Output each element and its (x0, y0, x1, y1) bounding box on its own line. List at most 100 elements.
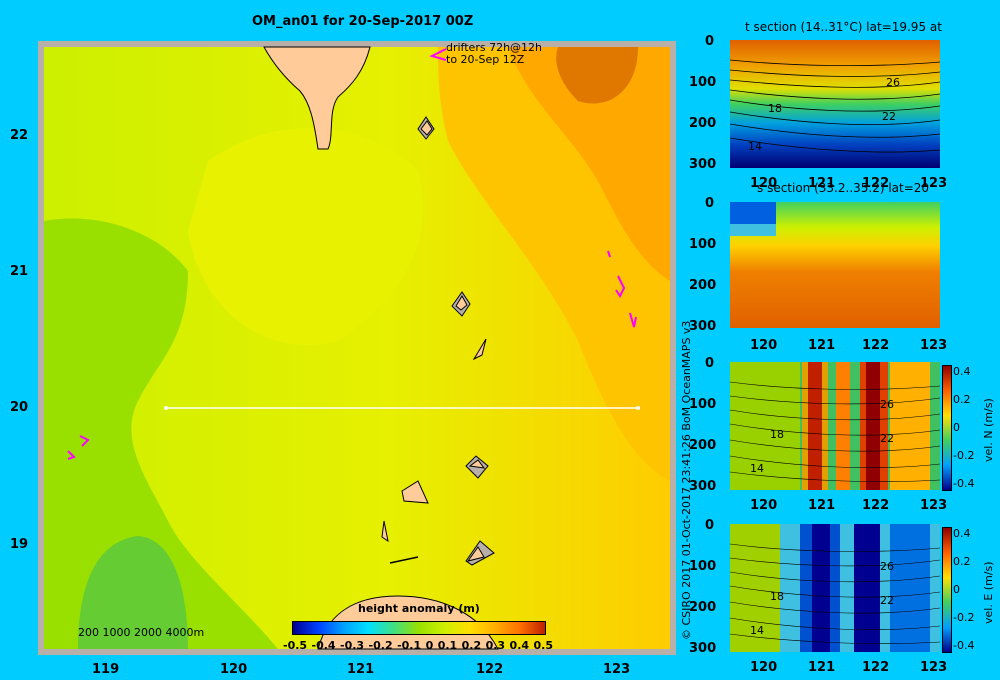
panel-x-tick-label: 122 (862, 338, 890, 353)
temperature-section: 26 18 22 14 (730, 40, 940, 168)
depth-scale: 200 1000 2000 4000m (78, 626, 205, 639)
panel-y-tick-label: 0 (705, 34, 715, 49)
contour-label: 14 (750, 462, 764, 475)
velocity-colorbar-tick: 0.2 (953, 555, 971, 568)
contour-label: 26 (880, 398, 894, 411)
panel-y-tick-label: 200 (689, 116, 717, 131)
colorbar-tick: 0.4 (509, 639, 530, 652)
velocity-colorbar-tick: 0.4 (953, 527, 971, 540)
contour-label: 18 (768, 102, 782, 115)
height-anomaly-colorbar (292, 621, 546, 635)
panel-y-tick-label: 0 (705, 518, 715, 533)
panel-y-tick-label: 300 (689, 157, 717, 172)
panel-y-tick-label: 100 (689, 75, 717, 90)
east-velocity-section: 26 18 22 14 (730, 524, 940, 652)
panel-x-tick-label: 123 (920, 498, 948, 513)
velocity-colorbar-label: vel. N (m/s) (982, 398, 995, 462)
panel-y-tick-label: 300 (689, 641, 717, 656)
panel-x-tick-label: 120 (750, 338, 778, 353)
anomaly-central (188, 128, 424, 345)
panel-title-salinity: s section (33.2..35.2) lat=20 (757, 181, 930, 195)
panel-x-tick-label: 123 (920, 660, 948, 675)
colorbar-tick: 0.3 (485, 639, 506, 652)
x-tick-label: 120 (220, 662, 248, 677)
colorbar-tick: 0 (425, 639, 434, 652)
y-tick-label: 20 (10, 400, 29, 415)
panel-x-tick-label: 122 (862, 176, 890, 191)
panel-y-tick-label: 200 (689, 438, 717, 453)
panel-x-tick-label: 123 (920, 338, 948, 353)
panel-x-tick-label: 120 (750, 176, 778, 191)
north-velocity-colorbar (942, 365, 952, 491)
contour-label: 14 (750, 624, 764, 637)
contour-label: 22 (880, 594, 894, 607)
velocity-colorbar-tick: 0 (953, 583, 960, 596)
velocity-colorbar-tick: 0.4 (953, 365, 971, 378)
main-map (38, 41, 676, 655)
panel-x-tick-label: 120 (750, 498, 778, 513)
panel-x-tick-label: 122 (862, 660, 890, 675)
panel-x-tick-label: 121 (808, 660, 836, 675)
anomaly-ne-max (556, 47, 638, 104)
panel-y-tick-label: 200 (689, 278, 717, 293)
y-tick-label: 19 (10, 537, 29, 552)
anomaly-east-higher (508, 47, 670, 281)
x-tick-label: 121 (347, 662, 375, 677)
colorbar-tick: -0.4 (311, 639, 336, 652)
colorbar-tick: -0.5 (283, 639, 308, 652)
panel-y-tick-label: 100 (689, 397, 717, 412)
colorbar-tick: 0.2 (461, 639, 482, 652)
north-velocity-section: 26 18 22 14 (730, 362, 940, 490)
contour-label: 22 (880, 432, 894, 445)
y-tick-label: 22 (10, 128, 29, 143)
panel-x-tick-label: 121 (808, 498, 836, 513)
panel-x-tick-label: 121 (808, 176, 836, 191)
panel-x-tick-label: 122 (862, 498, 890, 513)
velocity-colorbar-label: vel. E (m/s) (982, 561, 995, 624)
drifter-tracks (67, 48, 637, 460)
panel-x-tick-label: 120 (750, 660, 778, 675)
contour-label: 26 (886, 76, 900, 89)
colorbar-tick: 0.1 (437, 639, 458, 652)
contour-label: 22 (882, 110, 896, 123)
drifters-legend-line2: to 20-Sep 12Z (446, 53, 525, 66)
contour-label: 18 (770, 428, 784, 441)
panel-y-tick-label: 0 (705, 356, 715, 371)
panel-y-tick-label: 200 (689, 600, 717, 615)
x-tick-label: 122 (476, 662, 504, 677)
contour-label: 18 (770, 590, 784, 603)
panel-y-tick-label: 0 (705, 196, 715, 211)
islands (381, 116, 495, 566)
taiwan-land (263, 46, 371, 150)
anomaly-west-low (44, 218, 278, 649)
velocity-colorbar-tick: -0.4 (953, 639, 975, 652)
map-title: OM_an01 for 20-Sep-2017 00Z (252, 14, 474, 29)
x-tick-label: 123 (603, 662, 631, 677)
panel-title-temperature: t section (14..31°C) lat=19.95 at (745, 20, 942, 34)
contour-label: 26 (880, 560, 894, 573)
colorbar-tick: -0.3 (340, 639, 365, 652)
colorbar-ticks: -0.5 -0.4 -0.3 -0.2 -0.1 0 0.1 0.2 0.3 0… (283, 639, 553, 652)
contour-label: 14 (748, 140, 762, 153)
panel-y-tick-label: 100 (689, 559, 717, 574)
salinity-section (730, 202, 940, 328)
colorbar-tick: 0.5 (533, 639, 554, 652)
colorbar-tick: -0.1 (397, 639, 422, 652)
velocity-colorbar-tick: -0.2 (953, 449, 975, 462)
velocity-colorbar-tick: 0.2 (953, 393, 971, 406)
colorbar-title: height anomaly (m) (358, 602, 480, 615)
panel-x-tick-label: 123 (920, 176, 948, 191)
y-tick-label: 21 (10, 264, 29, 279)
panel-y-tick-label: 300 (689, 479, 717, 494)
velocity-colorbar-tick: 0 (953, 421, 960, 434)
drifters-legend-line1: drifters 72h@12h (446, 41, 543, 54)
velocity-colorbar-tick: -0.2 (953, 611, 975, 624)
panel-x-tick-label: 121 (808, 338, 836, 353)
panel-y-tick-label: 100 (689, 237, 717, 252)
colorbar-tick: -0.2 (368, 639, 393, 652)
anomaly-sw-min (78, 536, 188, 649)
velocity-colorbar-tick: -0.4 (953, 477, 975, 490)
east-velocity-colorbar (942, 527, 952, 653)
x-tick-label: 119 (92, 662, 120, 677)
panel-y-tick-label: 300 (689, 319, 717, 334)
